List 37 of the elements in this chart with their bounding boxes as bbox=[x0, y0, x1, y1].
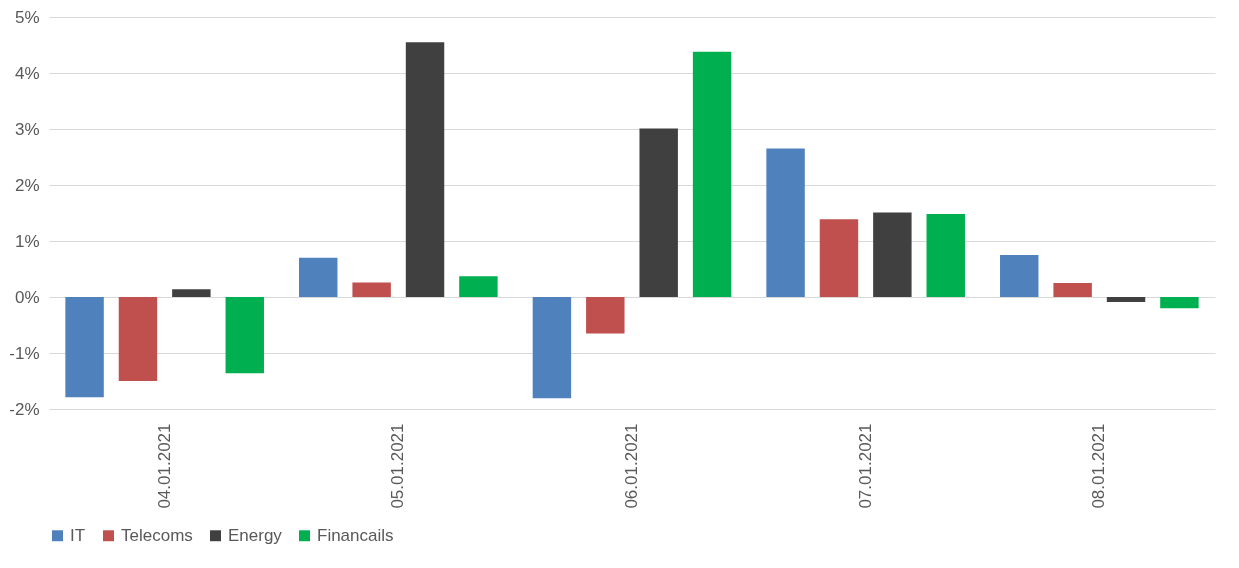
legend-label: Energy bbox=[228, 525, 283, 545]
bar bbox=[352, 282, 391, 297]
bar bbox=[586, 297, 625, 334]
bar bbox=[532, 297, 572, 399]
bar bbox=[459, 276, 498, 297]
y-tick-label: 3% bbox=[14, 119, 40, 139]
x-tick-label: 05.01.2021 bbox=[388, 423, 408, 509]
bar bbox=[118, 297, 158, 381]
bar bbox=[1000, 255, 1039, 297]
x-tick-label: 07.01.2021 bbox=[855, 423, 875, 509]
bar bbox=[873, 212, 912, 297]
bar bbox=[225, 297, 264, 374]
bar bbox=[819, 219, 859, 297]
y-tick-label: -1% bbox=[9, 343, 40, 363]
y-tick-label: 5% bbox=[14, 7, 40, 27]
y-tick-label: 2% bbox=[14, 175, 40, 195]
bar bbox=[405, 42, 445, 297]
bar bbox=[1160, 297, 1199, 309]
x-tick-label: 08.01.2021 bbox=[1089, 423, 1109, 509]
bar bbox=[1053, 283, 1092, 297]
bar bbox=[65, 297, 104, 398]
bar bbox=[1106, 297, 1146, 303]
bar bbox=[926, 214, 965, 297]
y-tick-label: 0% bbox=[14, 287, 40, 307]
bar bbox=[639, 128, 678, 297]
legend-label: Financails bbox=[317, 525, 394, 545]
bar bbox=[299, 257, 338, 297]
bar bbox=[692, 51, 732, 297]
bar bbox=[766, 148, 805, 297]
y-tick-label: 4% bbox=[14, 63, 40, 83]
y-tick-label: 1% bbox=[14, 231, 40, 251]
x-tick-label: 06.01.2021 bbox=[622, 423, 641, 509]
y-tick-label: -2% bbox=[9, 399, 40, 419]
x-tick-label: 04.01.2021 bbox=[154, 423, 174, 509]
bar bbox=[172, 289, 211, 297]
legend-label: IT bbox=[70, 525, 86, 545]
legend-label: Telecoms bbox=[121, 525, 193, 545]
